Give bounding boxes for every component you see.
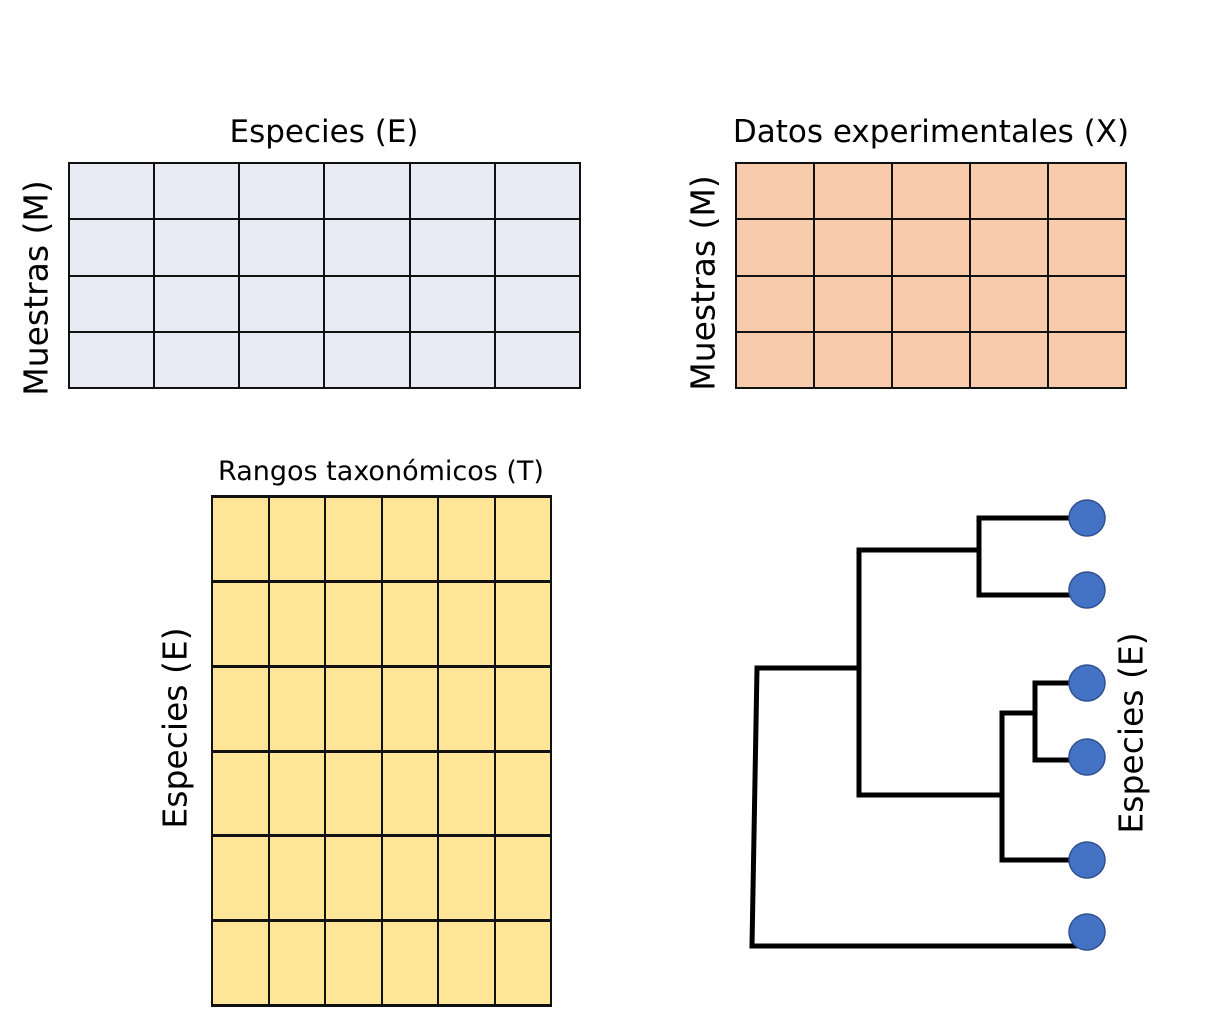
species-matrix-cell (240, 220, 326, 277)
taxonomic-matrix-cell (495, 752, 552, 838)
species-matrix-cell (325, 332, 411, 389)
taxonomic-matrix-cell (269, 752, 326, 838)
species-matrix-cell (410, 164, 496, 221)
taxonomic-matrix-cell (439, 922, 496, 1007)
species-matrix-cell (410, 332, 496, 389)
tree-leaf-node (1068, 571, 1106, 609)
experimental-matrix-cell (971, 164, 1049, 221)
tree-leaves (1068, 499, 1106, 951)
experimental-matrix-cell (737, 164, 815, 221)
species-matrix-cell (155, 164, 241, 221)
species-matrix-cell (70, 276, 156, 333)
experimental-matrix-cell (971, 276, 1049, 333)
experimental-matrix-cell (737, 276, 815, 333)
taxonomic-matrix-cell (269, 922, 326, 1007)
experimental-matrix-cell (815, 220, 893, 277)
species-matrix-cell (325, 164, 411, 221)
taxonomic-matrix-cell (382, 498, 439, 583)
taxonomic-matrix-cell (269, 498, 326, 583)
taxonomic-matrix-cell (439, 667, 496, 753)
experimental-matrix-grid (735, 162, 1127, 389)
tree-leaf-node (1068, 738, 1106, 776)
species-matrix-cell (240, 276, 326, 333)
species-matrix-cell (495, 164, 581, 221)
taxonomic-matrix-cell (495, 582, 552, 668)
taxonomic-matrix-cell (382, 837, 439, 923)
taxonomic-matrix-cell (269, 582, 326, 668)
species-matrix-cell (70, 220, 156, 277)
taxonomic-matrix-cell (382, 752, 439, 838)
experimental-matrix-cell (1049, 220, 1127, 277)
tree-species-label: Especies (E) (1111, 632, 1151, 834)
taxonomic-matrix-cell (326, 667, 383, 753)
species-matrix-cell (70, 164, 156, 221)
taxonomic-matrix-cell (382, 582, 439, 668)
experimental-matrix-cell (893, 276, 971, 333)
species-matrix-cell (70, 332, 156, 389)
taxonomic-matrix-title: Rangos taxonómicos (T) (218, 456, 544, 487)
taxonomic-matrix-cell (439, 582, 496, 668)
taxonomic-matrix-cell (382, 667, 439, 753)
taxonomic-matrix-cell (495, 667, 552, 753)
species-matrix-cell (240, 332, 326, 389)
experimental-matrix-cell (1049, 276, 1127, 333)
experimental-matrix-cell (893, 164, 971, 221)
experimental-matrix-cell (737, 332, 815, 389)
species-matrix-cell (325, 220, 411, 277)
tree-leaf-node (1068, 664, 1106, 702)
taxonomic-matrix-cell (326, 922, 383, 1007)
species-matrix-cell (495, 332, 581, 389)
taxonomic-matrix-cell (213, 498, 270, 583)
experimental-matrix-cell (1049, 332, 1127, 389)
species-matrix-cell (325, 276, 411, 333)
experimental-matrix-cell (737, 220, 815, 277)
taxonomic-matrix-cell (382, 922, 439, 1007)
species-matrix-cell (410, 220, 496, 277)
taxonomic-matrix-cell (326, 752, 383, 838)
experimental-matrix-cell (815, 276, 893, 333)
experimental-matrix-title: Datos experimentales (X) (732, 114, 1130, 150)
species-matrix-cell (155, 276, 241, 333)
taxonomic-matrix-cell (326, 837, 383, 923)
taxonomic-matrix-cell (269, 837, 326, 923)
experimental-matrix-cell (893, 332, 971, 389)
species-matrix-cell (495, 220, 581, 277)
experimental-matrix-cell (971, 332, 1049, 389)
experimental-matrix-cell (971, 220, 1049, 277)
tree-branch (749, 665, 760, 949)
taxonomic-matrix-cell (495, 837, 552, 923)
taxonomic-matrix-grid (211, 495, 552, 1007)
tree-leaf-node (1068, 913, 1106, 951)
experimental-matrix-cell (815, 332, 893, 389)
taxonomic-matrix-cell (326, 498, 383, 583)
species-matrix-cell (495, 276, 581, 333)
species-matrix-cell (240, 164, 326, 221)
tree-branches (749, 515, 1089, 949)
taxonomic-matrix-cell (213, 667, 270, 753)
experimental-matrix-cell (815, 164, 893, 221)
taxonomic-matrix-cell (213, 837, 270, 923)
tree-leaf-node (1068, 841, 1106, 879)
taxonomic-matrix-cell (439, 752, 496, 838)
taxonomic-matrix-cell (495, 922, 552, 1007)
taxonomic-matrix-cell (213, 752, 270, 838)
species-matrix-cell (410, 276, 496, 333)
taxonomic-matrix-cell (213, 582, 270, 668)
taxonomic-matrix-cell (495, 498, 552, 583)
species-matrix-grid (68, 162, 581, 389)
taxonomic-matrix-cell (326, 582, 383, 668)
taxonomic-matrix-cell (439, 498, 496, 583)
species-matrix-cell (155, 332, 241, 389)
taxonomic-matrix-cell (269, 667, 326, 753)
taxonomic-matrix-cell (439, 837, 496, 923)
tree-leaf-node (1068, 499, 1106, 537)
species-matrix-title: Especies (E) (229, 114, 419, 150)
taxonomic-matrix-cell (213, 922, 270, 1007)
experimental-matrix-cell (1049, 164, 1127, 221)
species-matrix-cell (155, 220, 241, 277)
experimental-matrix-cell (893, 220, 971, 277)
